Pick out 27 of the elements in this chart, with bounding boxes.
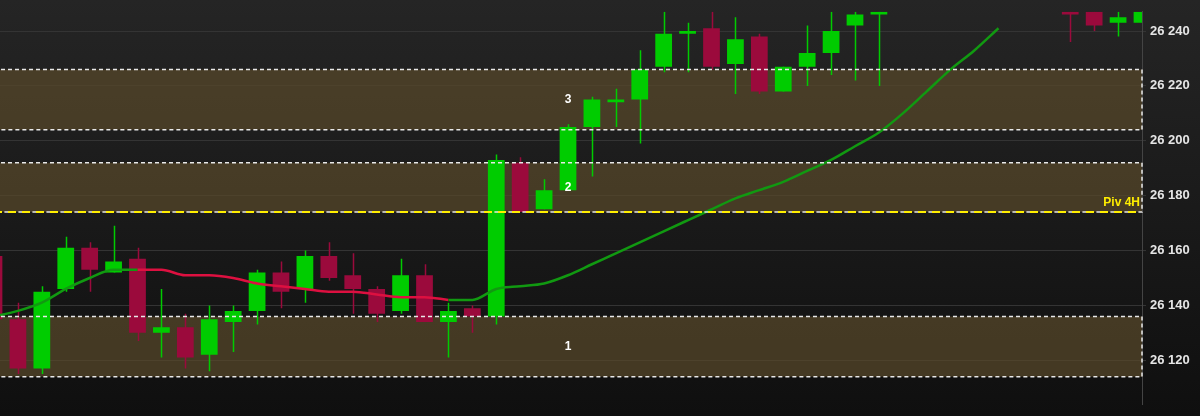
candlestick: [870, 11, 888, 87]
candlestick: [1109, 11, 1127, 38]
y-tick-label: 26 200: [1150, 132, 1190, 148]
candlestick: [463, 304, 481, 334]
y-tick-label: 26 240: [1150, 22, 1190, 38]
candlestick: [846, 11, 864, 82]
candlestick: [153, 288, 170, 359]
ref-line-label: Piv 4H: [1103, 195, 1140, 210]
line-series: [136, 268, 450, 302]
y-tick-label: 26 220: [1150, 77, 1190, 93]
candlestick: [344, 252, 362, 315]
band-label: 1: [564, 338, 572, 353]
y-tick-label: 26 160: [1150, 242, 1190, 258]
candlestick: [440, 301, 457, 359]
candlestick: [1061, 11, 1079, 43]
candlestick: [679, 22, 696, 73]
candlestick: [320, 241, 338, 282]
candlestick: [81, 241, 99, 293]
band-label: 2: [564, 179, 572, 194]
y-tick-label: 26 180: [1150, 187, 1190, 203]
candlestick: [798, 24, 816, 87]
candlestick: [535, 178, 553, 211]
y-tick-label: 26 140: [1150, 296, 1190, 312]
candlestick: [224, 304, 242, 353]
y-tick-label: 26 120: [1150, 351, 1190, 367]
candlestick: [822, 11, 840, 76]
band-label: 3: [564, 91, 572, 106]
